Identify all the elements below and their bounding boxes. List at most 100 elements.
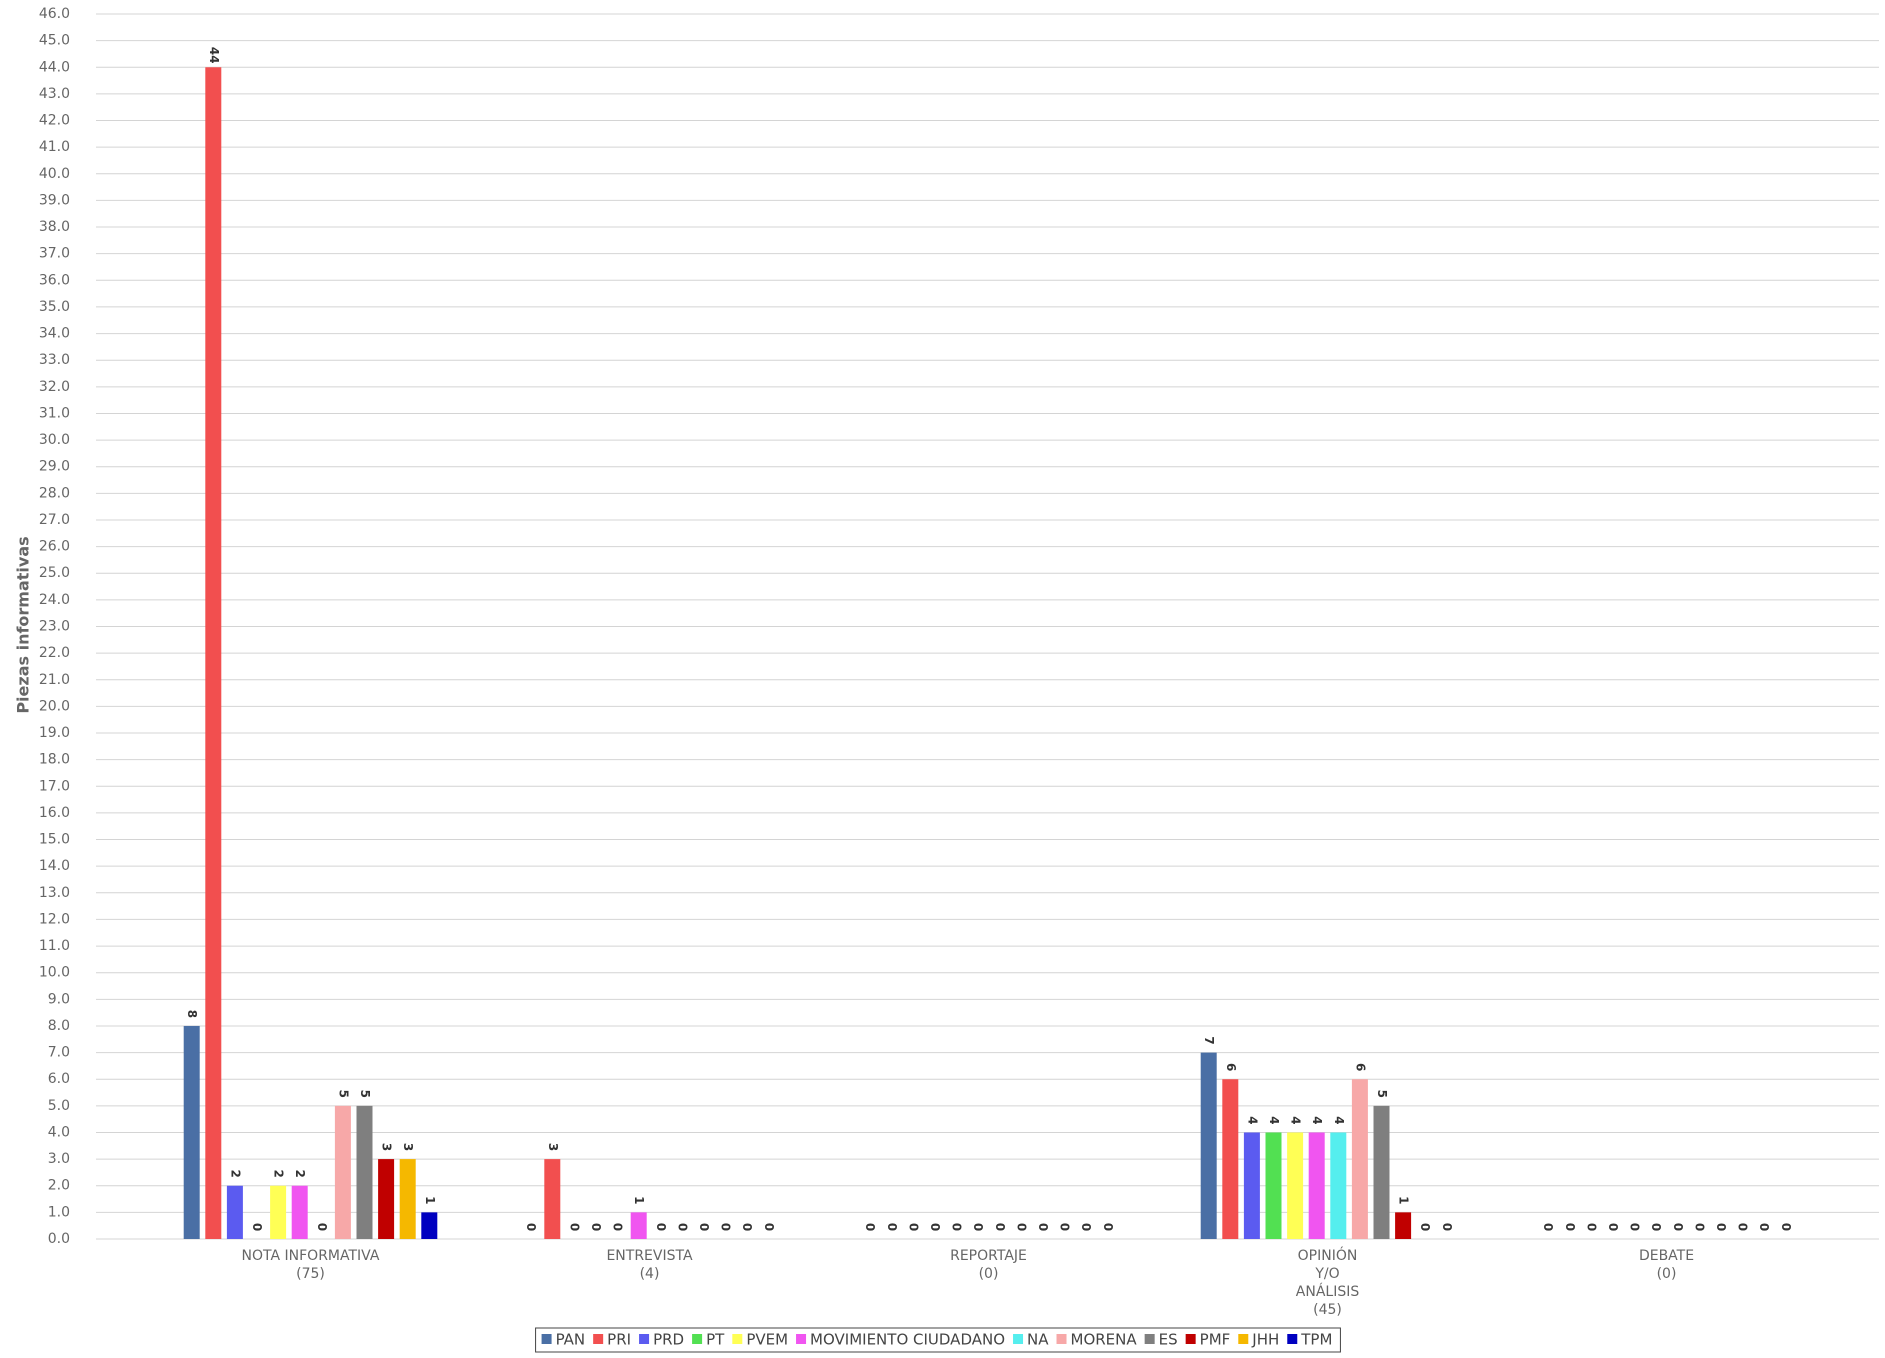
y-tick-label: 15.0 xyxy=(39,832,70,848)
value-label: 2 xyxy=(228,1170,242,1178)
value-label: 0 xyxy=(611,1223,625,1231)
value-label: 0 xyxy=(1541,1223,1555,1231)
legend-swatch xyxy=(593,1334,604,1344)
x-tick-label: (4) xyxy=(640,1266,660,1282)
value-label: 0 xyxy=(1563,1223,1577,1231)
legend-label: TPM xyxy=(1300,1331,1332,1349)
bar xyxy=(226,1185,243,1239)
value-label: 0 xyxy=(740,1223,754,1231)
value-label: 0 xyxy=(654,1223,668,1231)
legend-box xyxy=(535,1327,1341,1353)
legend-swatch xyxy=(796,1334,807,1344)
value-label: 0 xyxy=(1606,1223,1620,1231)
y-tick-label: 34.0 xyxy=(39,326,70,342)
y-tick-label: 10.0 xyxy=(39,965,70,981)
value-label: 0 xyxy=(1101,1223,1115,1231)
legend-label: MOVIMIENTO CIUDADANO xyxy=(810,1331,1005,1349)
y-tick-label: 18.0 xyxy=(39,752,70,768)
y-tick-label: 24.0 xyxy=(39,592,70,608)
value-label: 0 xyxy=(675,1223,689,1231)
y-tick-label: 22.0 xyxy=(39,645,70,661)
y-tick-label: 37.0 xyxy=(39,246,70,262)
x-tick-label: Y/O xyxy=(1314,1266,1339,1282)
value-label: 0 xyxy=(950,1223,964,1231)
x-tick-label: DEBATE xyxy=(1639,1248,1694,1264)
value-label: 4 xyxy=(1310,1116,1324,1124)
value-label: 0 xyxy=(928,1223,942,1231)
value-label: 0 xyxy=(1628,1223,1642,1231)
value-label: 0 xyxy=(1757,1223,1771,1231)
y-tick-label: 27.0 xyxy=(39,512,70,528)
bar xyxy=(291,1185,308,1239)
bar xyxy=(334,1105,351,1239)
y-tick-label: 29.0 xyxy=(39,459,70,475)
value-label: 4 xyxy=(1332,1116,1346,1124)
y-tick-label: 26.0 xyxy=(39,539,70,555)
value-label: 0 xyxy=(1736,1223,1750,1231)
y-tick-label: 20.0 xyxy=(39,698,70,714)
value-label: 3 xyxy=(380,1143,394,1151)
bar xyxy=(1200,1052,1217,1239)
legend-swatch xyxy=(639,1334,650,1344)
y-tick-label: 36.0 xyxy=(39,272,70,288)
bar xyxy=(399,1159,416,1239)
y-tick-label: 39.0 xyxy=(39,192,70,208)
value-label: 4 xyxy=(1267,1116,1281,1124)
y-tick-label: 42.0 xyxy=(39,113,70,129)
y-tick-label: 2.0 xyxy=(48,1178,70,1194)
bar xyxy=(378,1159,395,1239)
bar xyxy=(1265,1132,1282,1239)
value-label: 0 xyxy=(1014,1223,1028,1231)
y-tick-label: 5.0 xyxy=(48,1098,70,1114)
value-label: 0 xyxy=(885,1223,899,1231)
y-tick-label: 4.0 xyxy=(48,1124,70,1140)
value-label: 1 xyxy=(1397,1196,1411,1204)
value-label: 2 xyxy=(272,1170,286,1178)
y-tick-label: 9.0 xyxy=(48,991,70,1007)
y-tick-label: 1.0 xyxy=(48,1204,70,1220)
y-tick-label: 3.0 xyxy=(48,1151,70,1167)
legend-swatch xyxy=(1013,1334,1024,1344)
value-label: 5 xyxy=(358,1090,372,1098)
value-label: 0 xyxy=(1036,1223,1050,1231)
value-label: 0 xyxy=(1440,1223,1454,1231)
value-label: 0 xyxy=(1584,1223,1598,1231)
y-tick-label: 0.0 xyxy=(48,1231,70,1247)
y-tick-label: 12.0 xyxy=(39,911,70,927)
legend-swatch xyxy=(1144,1334,1155,1344)
value-label: 0 xyxy=(567,1223,581,1231)
y-axis-label: Piezas informativas xyxy=(14,536,33,713)
bar xyxy=(205,67,222,1240)
x-tick-label: ANÁLISIS xyxy=(1296,1283,1360,1300)
bar xyxy=(1351,1079,1368,1239)
value-label: 0 xyxy=(250,1223,264,1231)
value-label: 0 xyxy=(971,1223,985,1231)
legend-swatch xyxy=(732,1334,743,1344)
legend-label: PAN xyxy=(556,1331,586,1349)
y-tick-label: 33.0 xyxy=(39,352,70,368)
value-label: 0 xyxy=(863,1223,877,1231)
value-label: 7 xyxy=(1202,1036,1216,1044)
value-label: 0 xyxy=(762,1223,776,1231)
value-label: 0 xyxy=(906,1223,920,1231)
value-label: 0 xyxy=(524,1223,538,1231)
bar xyxy=(1243,1132,1260,1239)
y-tick-label: 30.0 xyxy=(39,432,70,448)
bar xyxy=(1308,1132,1325,1239)
y-tick-label: 25.0 xyxy=(39,565,70,581)
legend-label: PRI xyxy=(607,1331,631,1349)
legend-label: PVEM xyxy=(746,1331,788,1349)
x-tick-label: (0) xyxy=(979,1266,999,1282)
value-label: 0 xyxy=(697,1223,711,1231)
bar xyxy=(1330,1132,1347,1239)
value-label: 1 xyxy=(423,1196,437,1204)
y-tick-label: 31.0 xyxy=(39,405,70,421)
value-label: 44 xyxy=(207,47,221,64)
value-label: 3 xyxy=(401,1143,415,1151)
value-label: 0 xyxy=(589,1223,603,1231)
value-label: 2 xyxy=(293,1170,307,1178)
legend-swatch xyxy=(541,1334,552,1344)
y-tick-label: 35.0 xyxy=(39,299,70,315)
value-label: 0 xyxy=(1692,1223,1706,1231)
